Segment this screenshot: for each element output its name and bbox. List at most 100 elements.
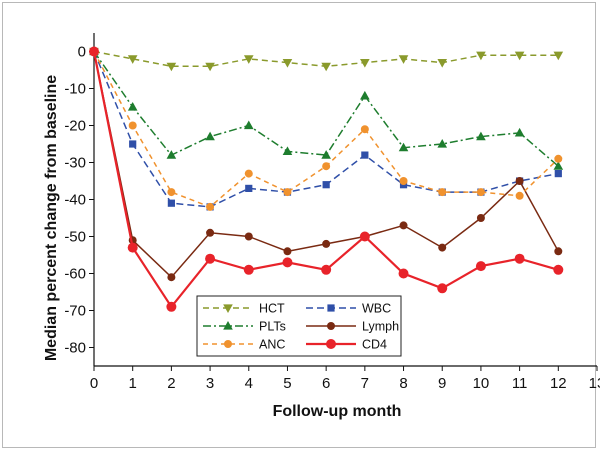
x-tick-label: 9 [438,375,446,392]
data-point-plts [398,142,409,152]
series-plts [89,46,564,170]
y-tick-label: -30 [64,155,86,172]
data-point-anc [554,154,563,163]
legend-marker-lymph [327,322,335,330]
data-point-hct [166,62,177,72]
data-point-cd4 [514,253,525,264]
legend-marker-anc [224,340,232,348]
data-point-wbc [129,140,137,148]
data-point-cd4 [475,261,486,272]
legend-label-plts: PLTs [259,320,286,334]
data-point-anc [322,162,331,171]
y-tick-label: -20 [64,118,86,135]
data-point-anc [167,188,176,197]
data-point-lymph [515,177,524,185]
data-point-cd4 [205,253,216,264]
data-point-anc [244,169,253,178]
data-point-anc [128,121,137,130]
chart-frame [2,2,596,448]
data-point-wbc [361,151,369,159]
data-point-cd4 [359,231,370,242]
data-point-hct [476,51,486,61]
data-point-cd4 [166,301,177,312]
x-tick-label: 3 [206,375,214,392]
legend-label-wbc: WBC [362,302,391,316]
data-point-cd4 [243,264,254,275]
data-point-cd4 [127,242,138,253]
data-point-lymph [438,243,447,252]
data-point-hct [243,55,254,64]
data-point-lymph [554,247,563,256]
data-point-plts [243,120,254,130]
data-point-lymph [206,228,215,237]
data-point-plts [360,90,370,100]
legend-label-hct: HCT [259,302,285,316]
data-point-anc [399,177,408,185]
axes: 0-10-20-30-40-50-60-70-800 1 2 3 4 5 6 7 8 9 10 11 1… [64,33,600,392]
data-point-plts [437,139,448,148]
legend-marker-hct [223,304,233,313]
data-point-wbc [245,184,253,192]
x-tick-label: 1 [129,375,137,392]
data-point-plts [127,102,138,111]
legend-label-anc: ANC [259,338,285,352]
legend-label-cd4: CD4 [362,338,387,352]
legend: HCT WBC PLTs Lymph ANC CD4 [196,295,402,357]
x-axis-title: Follow-up month [273,403,402,420]
data-point-plts [321,150,331,159]
series-wbc [90,47,562,211]
data-point-cd4 [321,264,332,275]
data-point-lymph [476,214,485,222]
series-hct [89,47,564,72]
data-point-cd4 [398,268,409,279]
data-point-hct [514,51,525,61]
data-point-lymph [167,273,176,282]
legend-marker-wbc [327,304,335,312]
data-point-lymph [322,239,331,248]
data-point-cd4 [553,264,564,275]
data-point-lymph [399,221,408,230]
series-layer [89,46,564,312]
y-tick-label: -50 [64,229,86,246]
data-point-plts [282,146,293,155]
data-point-cd4 [89,46,99,57]
data-point-anc [438,188,447,197]
data-point-wbc [554,170,562,178]
data-point-anc [206,202,215,211]
data-point-lymph [283,247,292,256]
x-tick-label: 12 [550,375,567,392]
data-point-hct [205,62,215,72]
data-point-hct [321,62,331,72]
data-point-wbc [167,199,175,207]
data-point-anc [476,188,485,197]
x-tick-label: 0 [90,375,98,392]
data-point-hct [282,59,293,68]
y-tick-label: -40 [64,192,86,209]
x-tick-label: 6 [322,375,330,392]
x-tick-label: 2 [167,375,175,392]
data-point-plts [166,150,177,159]
y-tick-label: 0 [78,44,86,61]
x-tick-label: 13 [589,375,600,392]
x-tick-label: 4 [245,375,253,392]
data-point-anc [283,188,292,197]
data-point-plts [205,131,215,141]
data-point-cd4 [282,257,293,268]
y-tick-label: -80 [64,340,86,357]
data-point-plts [514,127,525,137]
data-point-hct [398,55,409,64]
data-point-anc [515,191,524,200]
data-point-hct [127,55,138,64]
data-point-lymph [244,232,253,241]
data-point-hct [553,51,564,61]
y-tick-label: -70 [64,303,86,320]
x-tick-label: 11 [512,375,528,392]
series-lymph [90,47,563,282]
data-point-cd4 [437,283,448,294]
x-tick-label: 8 [399,375,407,392]
series-cd4 [89,46,564,312]
legend-marker-cd4 [326,339,336,349]
data-point-plts [553,161,564,170]
y-axis-title: Median percent change from baseline [43,75,60,361]
